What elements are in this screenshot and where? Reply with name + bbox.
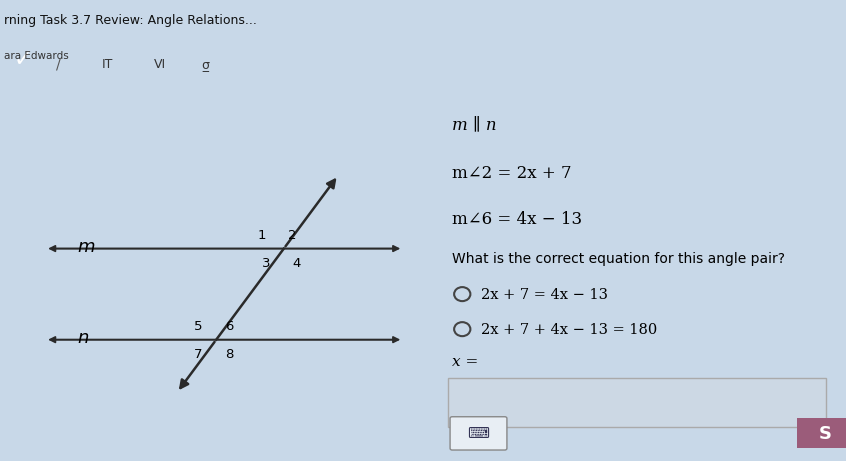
- Text: 6: 6: [225, 320, 233, 333]
- Text: 5: 5: [194, 320, 202, 333]
- Text: m: m: [77, 238, 95, 256]
- Text: m ∥ n: m ∥ n: [452, 117, 497, 133]
- FancyBboxPatch shape: [797, 419, 846, 448]
- Text: 2x + 7 = 4x − 13: 2x + 7 = 4x − 13: [481, 288, 607, 302]
- Text: S: S: [819, 425, 832, 443]
- Text: m∠6 = 4x − 13: m∠6 = 4x − 13: [452, 211, 582, 228]
- Text: σ̲: σ̲: [201, 58, 209, 71]
- Text: 2x + 7 + 4x − 13 = 180: 2x + 7 + 4x − 13 = 180: [481, 323, 656, 337]
- Text: 3: 3: [261, 257, 270, 270]
- FancyBboxPatch shape: [450, 417, 507, 450]
- Text: ara Edwards: ara Edwards: [4, 51, 69, 61]
- Text: m∠2 = 2x + 7: m∠2 = 2x + 7: [452, 165, 572, 183]
- Text: 7: 7: [194, 348, 202, 361]
- Text: VI: VI: [154, 58, 167, 71]
- Text: x =: x =: [452, 355, 478, 369]
- Text: ✓: ✓: [14, 50, 33, 70]
- Text: 2: 2: [288, 229, 297, 242]
- Text: rning Task 3.7 Review: Angle Relations...: rning Task 3.7 Review: Angle Relations..…: [4, 14, 257, 27]
- Text: IT: IT: [102, 58, 113, 71]
- Text: 4: 4: [293, 257, 300, 270]
- Text: ⌨: ⌨: [468, 426, 490, 441]
- FancyBboxPatch shape: [448, 378, 826, 427]
- Text: /: /: [57, 57, 61, 71]
- Text: 1: 1: [258, 229, 266, 242]
- Text: n: n: [77, 329, 89, 347]
- Text: What is the correct equation for this angle pair?: What is the correct equation for this an…: [452, 252, 785, 266]
- Text: 8: 8: [225, 348, 233, 361]
